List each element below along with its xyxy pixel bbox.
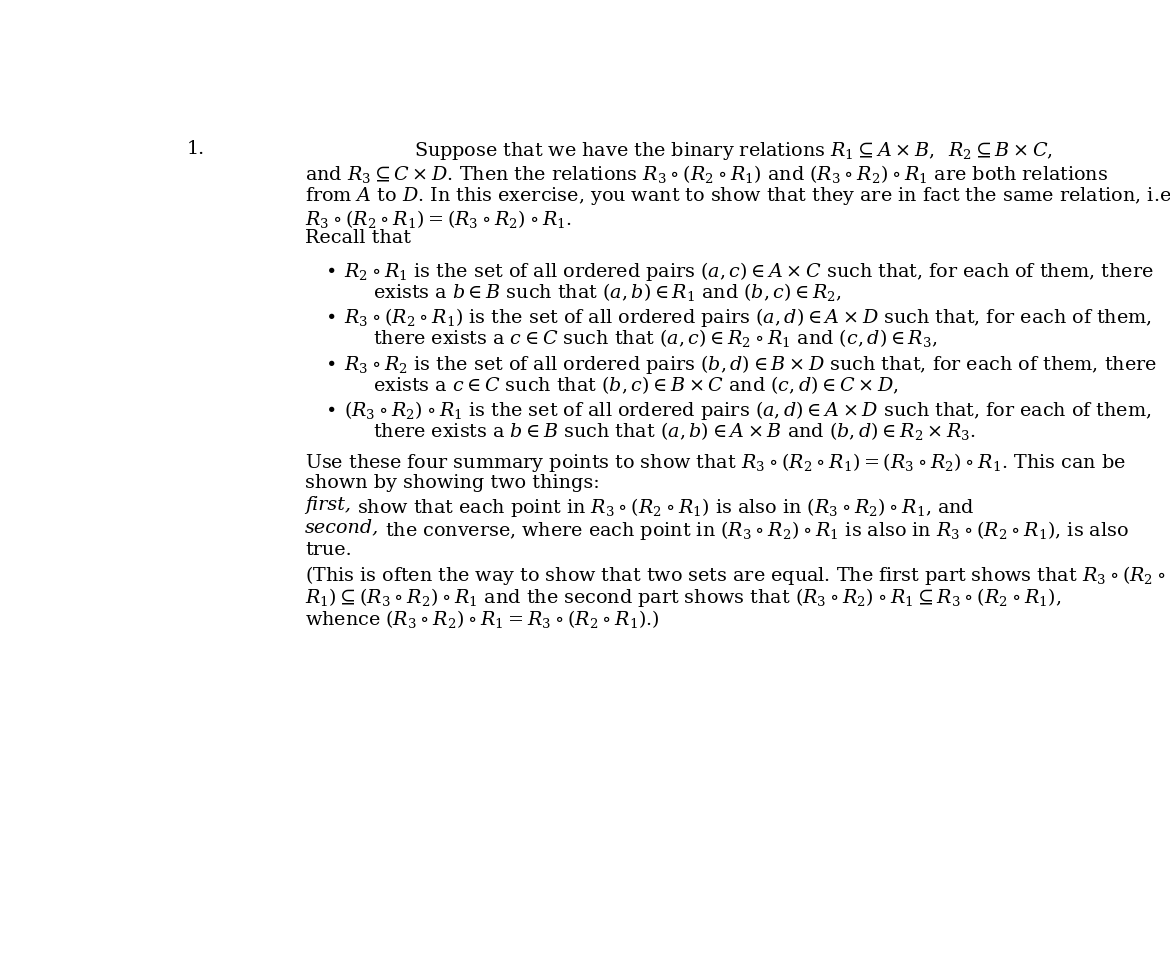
Text: $R_1) \subseteq (R_3 \circ R_2) \circ R_1$ and the second part shows that $(R_3 : $R_1) \subseteq (R_3 \circ R_2) \circ R_… — [305, 586, 1061, 609]
Text: $\bullet$: $\bullet$ — [325, 260, 335, 278]
Text: first,: first, — [305, 496, 351, 515]
Text: the converse, where each point in $(R_3 \circ R_2) \circ R_1$ is also in $R_3 \c: the converse, where each point in $(R_3 … — [379, 519, 1129, 542]
Text: show that each point in $R_3 \circ (R_2 \circ R_1)$ is also in $(R_3 \circ R_2) : show that each point in $R_3 \circ (R_2 … — [351, 496, 975, 519]
Text: $R_3\circ(R_2\circ R_1)$ is the set of all ordered pairs $(a, d) \in A\times D$ : $R_3\circ(R_2\circ R_1)$ is the set of a… — [344, 307, 1151, 329]
Text: (This is often the way to show that two sets are equal. The first part shows tha: (This is often the way to show that two … — [305, 563, 1165, 586]
Text: true.: true. — [305, 541, 351, 559]
Text: $\bullet$: $\bullet$ — [325, 399, 335, 418]
Text: shown by showing two things:: shown by showing two things: — [305, 474, 600, 492]
Text: $\bullet$: $\bullet$ — [325, 352, 335, 371]
Text: exists a $c \in C$ such that $(b,c) \in B\times C$ and $(c,d) \in C\times D,$: exists a $c \in C$ such that $(b,c) \in … — [373, 374, 899, 395]
Text: $\bullet$: $\bullet$ — [325, 307, 335, 324]
Text: there exists a $c \in C$ such that $(a,c) \in R_2 \circ R_1$ and $(c,d) \in R_3,: there exists a $c \in C$ such that $(a,c… — [373, 327, 937, 350]
Text: from $A$ to $D$. In this exercise, you want to show that they are in fact the sa: from $A$ to $D$. In this exercise, you w… — [305, 185, 1170, 207]
Text: $(R_3\circ R_2)\circ R_1$ is the set of all ordered pairs $(a, d) \in A\times D$: $(R_3\circ R_2)\circ R_1$ is the set of … — [344, 399, 1151, 422]
Text: $R_3 \circ R_2$ is the set of all ordered pairs $(b, d) \in B\times D$ such that: $R_3 \circ R_2$ is the set of all ordere… — [344, 352, 1157, 376]
Text: Use these four summary points to show that $R_3 \circ (R_2 \circ R_1) = (R_3 \ci: Use these four summary points to show th… — [305, 452, 1126, 475]
Text: second,: second, — [305, 519, 379, 537]
Text: Recall that: Recall that — [305, 228, 411, 247]
Text: there exists a $b \in B$ such that $(a,b) \in A\times B$ and $(b,d) \in R_2\time: there exists a $b \in B$ such that $(a,b… — [373, 420, 976, 442]
Text: whence $(R_3 \circ R_2) \circ R_1 = R_3 \circ (R_2 \circ R_1)$.): whence $(R_3 \circ R_2) \circ R_1 = R_3 … — [305, 609, 660, 630]
Text: $R_2 \circ R_1$ is the set of all ordered pairs $(a, c) \in A\times C$ such that: $R_2 \circ R_1$ is the set of all ordere… — [344, 260, 1154, 284]
Text: Suppose that we have the binary relations $R_1 \subseteq A\times B,\;\; R_2 \sub: Suppose that we have the binary relation… — [414, 141, 1053, 162]
Text: $R_3 \circ (R_2 \circ R_1) = (R_3 \circ R_2) \circ R_1.$: $R_3 \circ (R_2 \circ R_1) = (R_3 \circ … — [305, 208, 572, 230]
Text: 1.: 1. — [187, 141, 205, 158]
Text: and $R_3 \subseteq C\times D$. Then the relations $R_3 \circ (R_2 \circ R_1)$ an: and $R_3 \subseteq C\times D$. Then the … — [305, 163, 1108, 184]
Text: exists a $b \in B$ such that $(a,b) \in R_1$ and $(b,c) \in R_2,$: exists a $b \in B$ such that $(a,b) \in … — [373, 281, 842, 303]
